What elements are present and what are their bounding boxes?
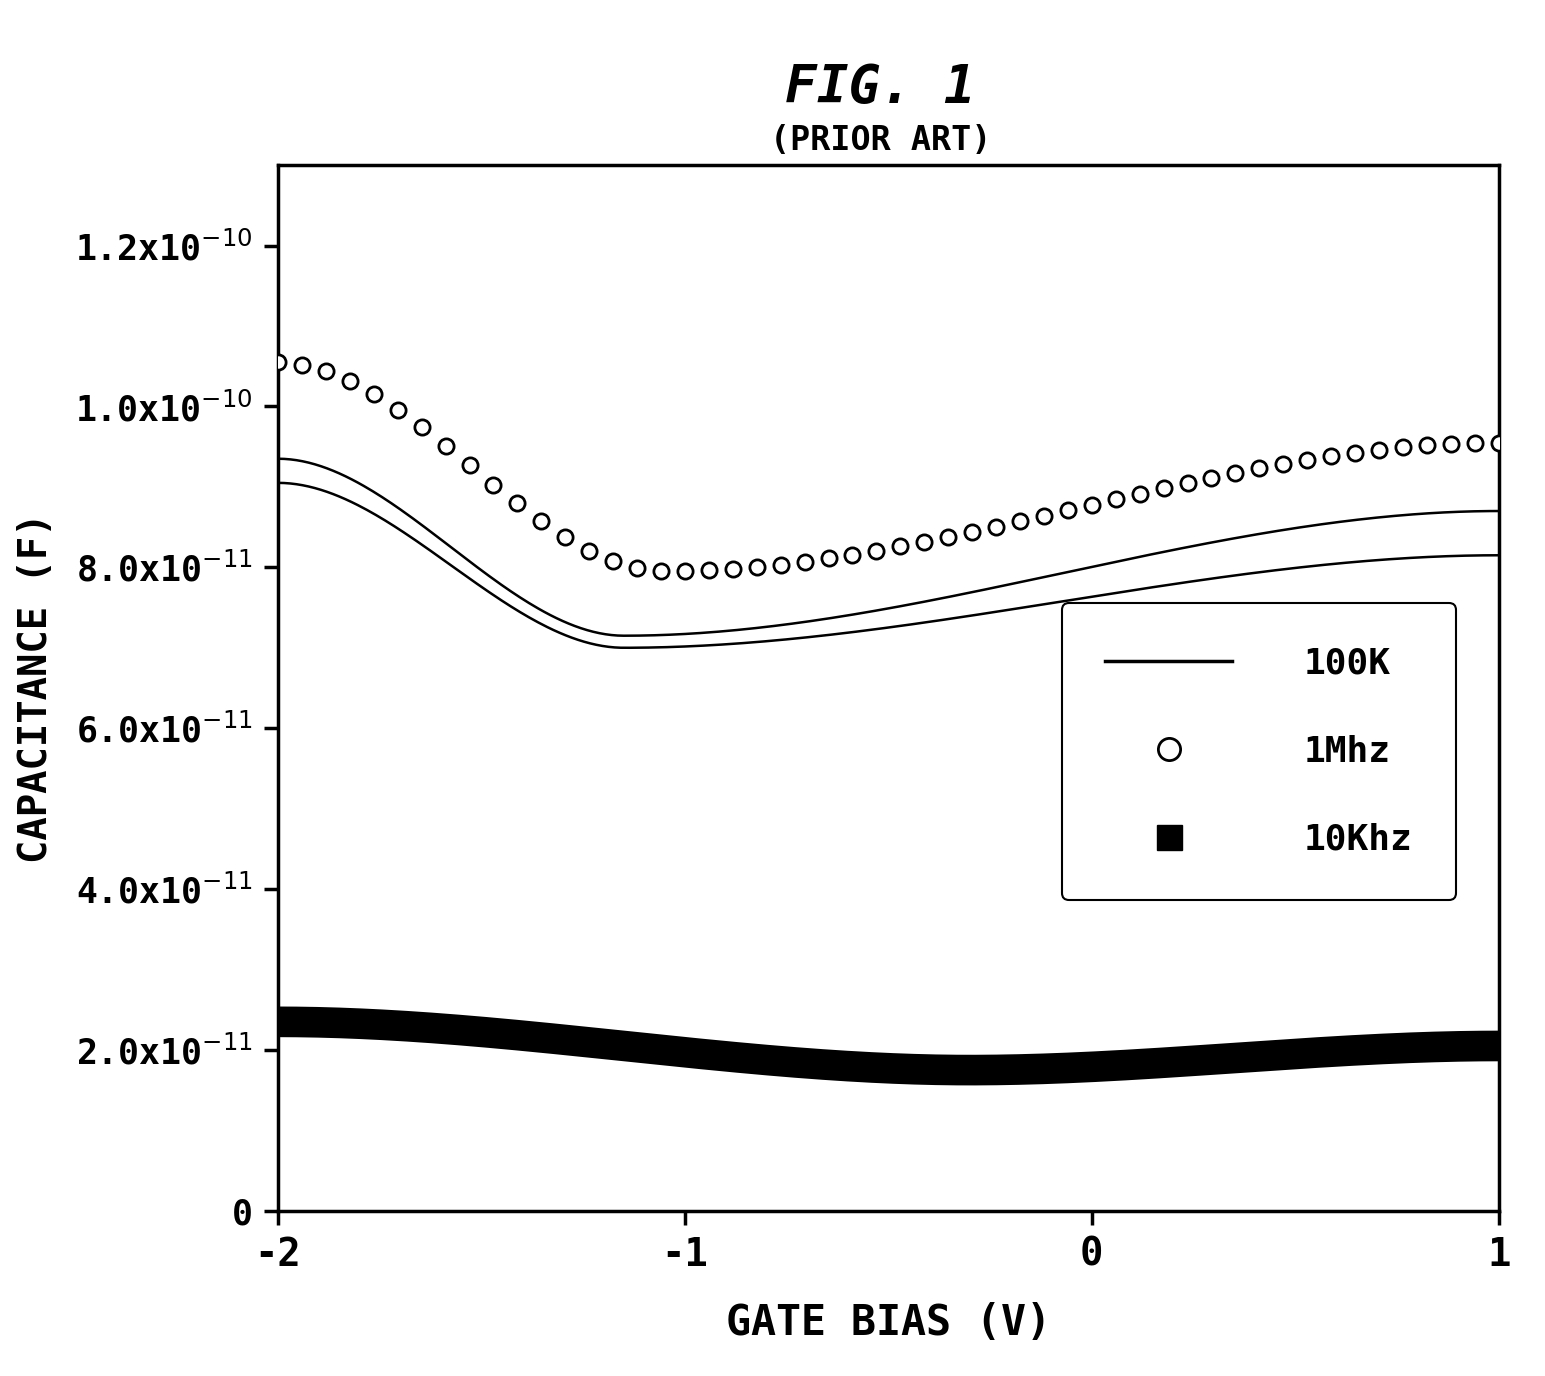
Point — [888, 535, 913, 557]
Text: (PRIOR ART): (PRIOR ART) — [769, 124, 992, 157]
Point — [840, 544, 865, 566]
Point — [289, 354, 314, 376]
Point — [1032, 505, 1057, 527]
Point — [1319, 444, 1344, 466]
Point — [672, 560, 697, 582]
Point — [1486, 432, 1511, 454]
Point — [697, 559, 722, 581]
Point — [1295, 449, 1319, 471]
Point — [576, 539, 601, 561]
Point — [601, 550, 626, 572]
Point — [1390, 436, 1415, 458]
Point — [1199, 466, 1224, 488]
Point — [266, 351, 290, 373]
X-axis label: GATE BIAS (V): GATE BIAS (V) — [726, 1302, 1051, 1343]
Point — [816, 548, 840, 570]
Legend: 100K, 1Mhz, 10Khz: 100K, 1Mhz, 10Khz — [1061, 603, 1457, 900]
Point — [959, 520, 984, 542]
Point — [314, 361, 338, 383]
Point — [528, 510, 553, 533]
Point — [984, 516, 1009, 538]
Point — [864, 539, 888, 561]
Point — [457, 454, 482, 476]
Point — [433, 435, 457, 457]
Point — [1080, 494, 1105, 516]
Point — [1272, 453, 1296, 475]
Point — [936, 526, 961, 548]
Point — [745, 556, 769, 578]
Point — [793, 550, 817, 572]
Point — [1343, 442, 1367, 464]
Y-axis label: CAPACITANCE (F): CAPACITANCE (F) — [17, 513, 54, 863]
Point — [1151, 477, 1176, 499]
Point — [1224, 462, 1248, 484]
Point — [505, 493, 530, 515]
Point — [1247, 457, 1272, 479]
Point — [720, 557, 745, 579]
Text: FIG. 1: FIG. 1 — [785, 62, 976, 114]
Point — [1415, 435, 1440, 457]
Point — [1128, 483, 1153, 505]
Point — [362, 384, 386, 406]
Point — [1176, 472, 1200, 494]
Point — [337, 370, 362, 392]
Point — [1055, 499, 1080, 522]
Point — [649, 560, 674, 582]
Point — [385, 399, 409, 421]
Point — [553, 526, 578, 548]
Point — [1463, 432, 1488, 454]
Point — [624, 557, 649, 579]
Point — [1007, 510, 1032, 533]
Point — [768, 553, 793, 575]
Point — [480, 473, 505, 495]
Point — [1103, 488, 1128, 510]
Point — [912, 531, 936, 553]
Point — [409, 417, 434, 439]
Point — [1367, 439, 1392, 461]
Point — [1438, 433, 1463, 455]
